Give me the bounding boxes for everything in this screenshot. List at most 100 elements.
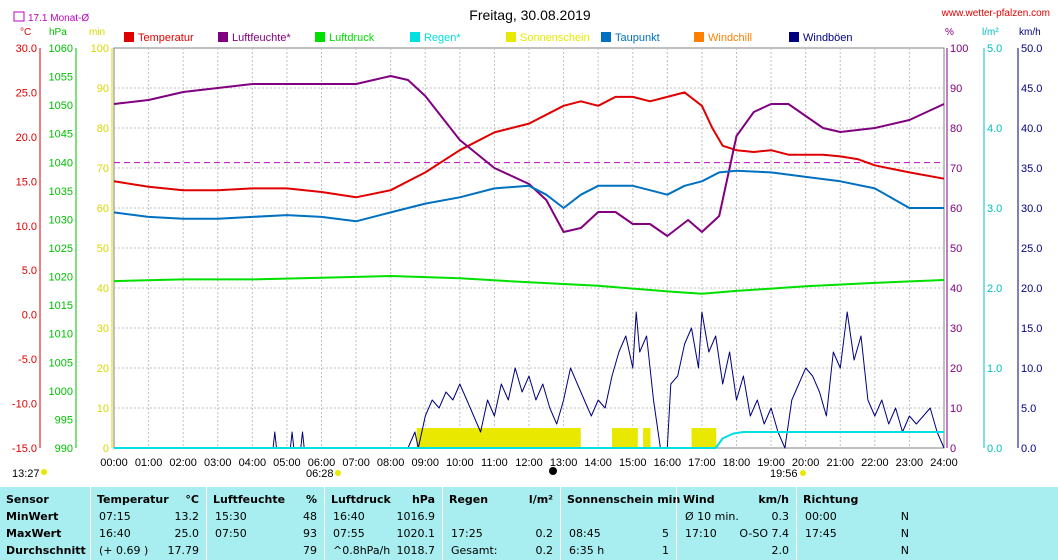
- temp-tick-label: -5.0: [18, 354, 37, 366]
- sunshine-bar: [488, 428, 490, 448]
- wind-tick-label: 40.0: [1021, 123, 1042, 135]
- sunshine-bar: [624, 428, 627, 448]
- table-cell: MinWert: [6, 510, 59, 523]
- sunshine-bar: [478, 428, 481, 448]
- table-cell: Ø 10 min.: [685, 510, 739, 523]
- wind-tick-label: 15.0: [1021, 323, 1042, 335]
- unit-temp: °C: [20, 27, 31, 38]
- table-cell: 17:45: [805, 527, 837, 540]
- wind-tick-label: 5.0: [1021, 403, 1036, 415]
- sunshine-bar: [551, 428, 554, 448]
- sunshine-bar: [711, 428, 713, 448]
- sunshine-bar: [695, 428, 697, 448]
- sunshine-bar: [522, 428, 525, 448]
- sunshine-bar: [430, 428, 433, 448]
- sunshine-bar: [520, 428, 522, 448]
- sunshine-bar: [626, 428, 629, 448]
- sunshine-bar: [647, 428, 650, 448]
- table-cell: 08:45: [569, 527, 601, 540]
- pressure-tick-label: 995: [55, 414, 73, 426]
- minutes-tick-label: 20: [97, 363, 109, 375]
- sunshine-bar: [483, 428, 486, 448]
- pressure-tick-label: 1045: [49, 129, 73, 141]
- sunshine-bar: [557, 428, 559, 448]
- sunshine-bar: [512, 428, 514, 448]
- table-cell: 17.79: [167, 544, 200, 557]
- sunshine-bar: [636, 428, 638, 448]
- sunshine-bar: [450, 428, 452, 448]
- sunshine-bar: [713, 428, 716, 448]
- sunshine-bar: [501, 428, 504, 448]
- series-line-windböen: [114, 311, 945, 449]
- month-avg-label: 17.1 Monat-Ø: [28, 13, 89, 24]
- sunshine-bar: [579, 428, 581, 448]
- pressure-tick-label: 1035: [49, 186, 73, 198]
- legend-swatch: [218, 32, 228, 42]
- legend-swatch: [694, 32, 704, 42]
- x-tick-label: 21:00: [826, 457, 854, 469]
- humidity-tick-label: 80: [950, 123, 962, 135]
- table-cell: Gesamt:: [451, 544, 498, 557]
- table-cell: 6:35 h: [569, 544, 605, 557]
- humidity-tick-label: 30: [950, 323, 962, 335]
- sunshine-bar: [544, 428, 547, 448]
- sunshine-bar: [572, 428, 574, 448]
- sunshine-bar: [423, 428, 426, 448]
- sunshine-bar: [530, 428, 533, 448]
- sunshine-bar: [646, 428, 649, 448]
- table-cell: km/h: [758, 493, 789, 506]
- sunshine-bar: [535, 428, 537, 448]
- table-cell: 13.2: [174, 510, 200, 523]
- sunshine-bar: [516, 428, 519, 448]
- legend-label: Sonnenschein: [520, 32, 590, 44]
- sunshine-bar: [470, 428, 473, 448]
- sunshine-bar: [491, 428, 494, 448]
- temp-tick-label: -15.0: [12, 443, 37, 455]
- chart-title: Freitag, 30.08.2019: [469, 7, 591, 23]
- legend-label: Windböen: [803, 32, 853, 44]
- rain-tick-label: 2.0: [987, 283, 1002, 295]
- sunshine-bar: [545, 428, 548, 448]
- sunshine-bar: [697, 428, 699, 448]
- sunshine-bar: [514, 428, 517, 448]
- x-tick-label: 23:00: [896, 457, 924, 469]
- temp-tick-label: 25.0: [16, 87, 37, 99]
- humidity-tick-label: 20: [950, 363, 962, 375]
- sunshine-bar: [620, 428, 622, 448]
- table-cell: 2.0: [771, 544, 790, 557]
- sunshine-bar: [533, 428, 535, 448]
- sunshine-bar: [554, 428, 557, 448]
- sunshine-bar: [496, 428, 498, 448]
- sunshine-bar: [704, 428, 706, 448]
- site-link[interactable]: www.wetter-pfalzen.com: [941, 8, 1050, 19]
- series-line-luftfeuchte: [113, 75, 945, 237]
- table-cell: %: [305, 493, 317, 506]
- rain-tick-label: 4.0: [987, 123, 1002, 135]
- temp-tick-label: 15.0: [16, 176, 37, 188]
- table-cell: hPa: [411, 493, 435, 506]
- sunshine-bar: [453, 428, 456, 448]
- x-tick-label: 14:00: [584, 457, 612, 469]
- x-tick-label: 15:00: [619, 457, 647, 469]
- stats-table: Sensor MinWert MaxWert Durchschnitt Temperat…: [0, 486, 1058, 560]
- unit-lm2: l/m²: [982, 27, 999, 38]
- sunshine-bar: [648, 428, 651, 448]
- sunshine-bar: [476, 428, 479, 448]
- sunshine-bar: [712, 428, 714, 448]
- wind-tick-label: 30.0: [1021, 203, 1042, 215]
- temp-tick-label: 10.0: [16, 221, 37, 233]
- sunshine-bar: [445, 428, 448, 448]
- sunshine-bar: [468, 428, 471, 448]
- sunshine-bar: [693, 428, 696, 448]
- table-cell: 1018.7: [396, 544, 436, 557]
- sunshine-bar: [691, 428, 694, 448]
- sunshine-bar: [692, 428, 695, 448]
- sunshine-bar: [707, 428, 710, 448]
- sunshine-bar: [568, 428, 571, 448]
- humidity-tick-label: 90: [950, 83, 962, 95]
- sunshine-bar: [482, 428, 484, 448]
- sunshine-bar: [521, 428, 524, 448]
- table-cell: 79: [303, 544, 317, 557]
- sunshine-bar: [469, 428, 472, 448]
- humidity-tick-label: 60: [950, 203, 962, 215]
